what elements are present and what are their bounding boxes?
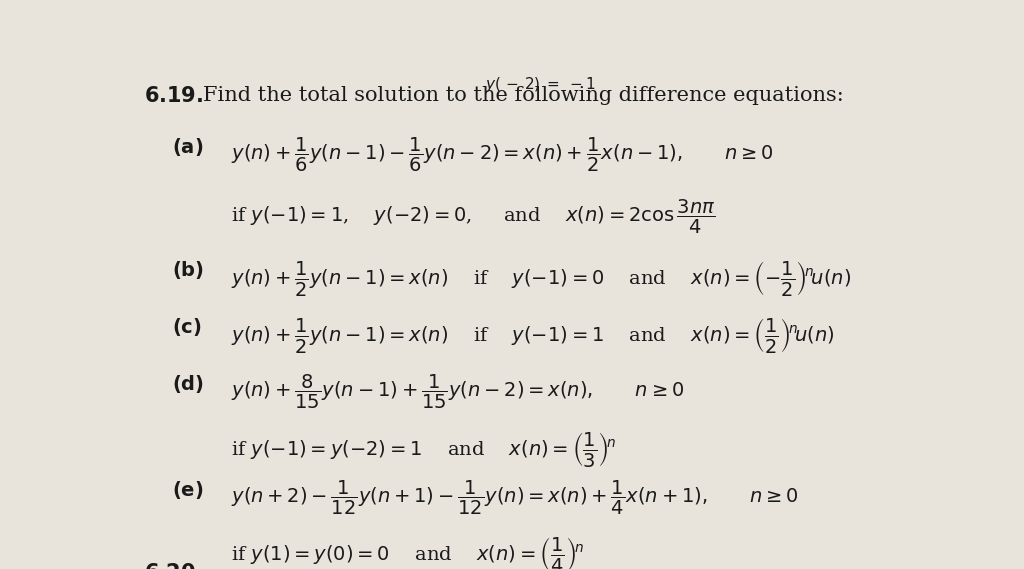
Text: $\mathbf{(a)}$: $\mathbf{(a)}$ bbox=[172, 136, 203, 158]
Text: $\mathbf{6.19.}$: $\mathbf{6.19.}$ bbox=[143, 86, 203, 106]
Text: $y(n) + \dfrac{1}{6}y(n-1) - \dfrac{1}{6}y(n-2) = x(n) + \dfrac{1}{2}x(n-1), \qq: $y(n) + \dfrac{1}{6}y(n-1) - \dfrac{1}{6… bbox=[231, 136, 774, 174]
Text: Find the total solution to the following difference equations:: Find the total solution to the following… bbox=[204, 86, 844, 105]
Text: $\mathbf{(d)}$: $\mathbf{(d)}$ bbox=[172, 373, 204, 395]
Text: $y(n) + \dfrac{8}{15}y(n-1) + \dfrac{1}{15}y(n-2) = x(n), \qquad n \geq 0$: $y(n) + \dfrac{8}{15}y(n-1) + \dfrac{1}{… bbox=[231, 373, 684, 411]
Text: $\mathbf{6.20.}$: $\mathbf{6.20.}$ bbox=[143, 563, 203, 569]
Text: $y(n) + \dfrac{1}{2}y(n-1) = x(n)$$\quad$ if $\quad y(-1) = 1 \quad$ and $\quad : $y(n) + \dfrac{1}{2}y(n-1) = x(n)$$\quad… bbox=[231, 316, 835, 355]
Text: if $y(1) = y(0) = 0 \quad$ and $\quad x(n) = \left(\dfrac{1}{4}\right)^{\!n}$: if $y(1) = y(0) = 0 \quad$ and $\quad x(… bbox=[231, 535, 584, 569]
Text: $y(n+2) - \dfrac{1}{12}y(n+1) - \dfrac{1}{12}y(n) = x(n) + \dfrac{1}{4}x(n+1), \: $y(n+2) - \dfrac{1}{12}y(n+1) - \dfrac{1… bbox=[231, 479, 799, 517]
Text: $\mathbf{(e)}$: $\mathbf{(e)}$ bbox=[172, 479, 203, 501]
Text: $\mathbf{(c)}$: $\mathbf{(c)}$ bbox=[172, 316, 202, 338]
Text: $\mathbf{(b)}$: $\mathbf{(b)}$ bbox=[172, 259, 204, 281]
Text: $y(n) + \dfrac{1}{2}y(n-1) = x(n)$$\quad$ if $\quad y(-1) = 0 \quad$ and $\quad : $y(n) + \dfrac{1}{2}y(n-1) = x(n)$$\quad… bbox=[231, 259, 851, 298]
Text: if $y(-1) = y(-2) = 1 \quad$ and $\quad x(n) = \left(\dfrac{1}{3}\right)^{\!n}$: if $y(-1) = y(-2) = 1 \quad$ and $\quad … bbox=[231, 430, 616, 469]
Text: $y(\,-\,2)\;=\;-1$: $y(\,-\,2)\;=\;-1$ bbox=[485, 75, 596, 94]
Text: if $y(-1) = 1$, $\quad y(-2) = 0$, $\quad$ and $\quad x(n) = 2\cos\dfrac{3n\pi}{: if $y(-1) = 1$, $\quad y(-2) = 0$, $\qua… bbox=[231, 197, 716, 236]
